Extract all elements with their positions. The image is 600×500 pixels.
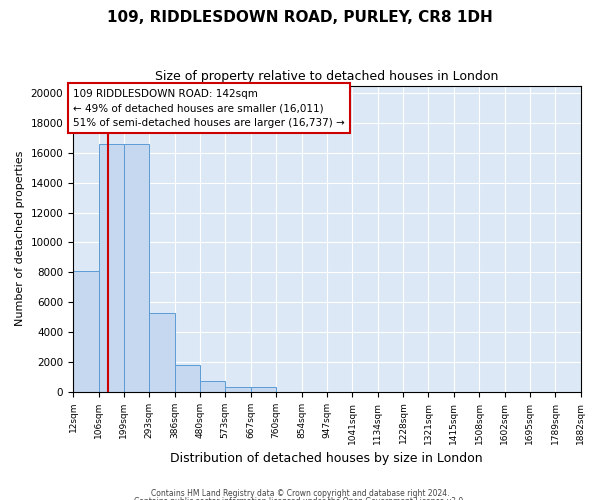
- X-axis label: Distribution of detached houses by size in London: Distribution of detached houses by size …: [170, 452, 483, 465]
- Bar: [200, 382, 225, 392]
- Text: Contains HM Land Registry data © Crown copyright and database right 2024.: Contains HM Land Registry data © Crown c…: [151, 488, 449, 498]
- Bar: [225, 388, 251, 392]
- Text: 109, RIDDLESDOWN ROAD, PURLEY, CR8 1DH: 109, RIDDLESDOWN ROAD, PURLEY, CR8 1DH: [107, 10, 493, 25]
- Bar: [98, 144, 124, 392]
- Text: 109 RIDDLESDOWN ROAD: 142sqm
← 49% of detached houses are smaller (16,011)
51% o: 109 RIDDLESDOWN ROAD: 142sqm ← 49% of de…: [73, 88, 345, 128]
- Bar: [73, 271, 98, 392]
- Bar: [251, 388, 276, 392]
- Title: Size of property relative to detached houses in London: Size of property relative to detached ho…: [155, 70, 499, 83]
- Text: Contains public sector information licensed under the Open Government Licence v3: Contains public sector information licen…: [134, 497, 466, 500]
- Bar: [149, 312, 175, 392]
- Bar: [175, 365, 200, 392]
- Y-axis label: Number of detached properties: Number of detached properties: [15, 151, 25, 326]
- Bar: [124, 144, 149, 392]
